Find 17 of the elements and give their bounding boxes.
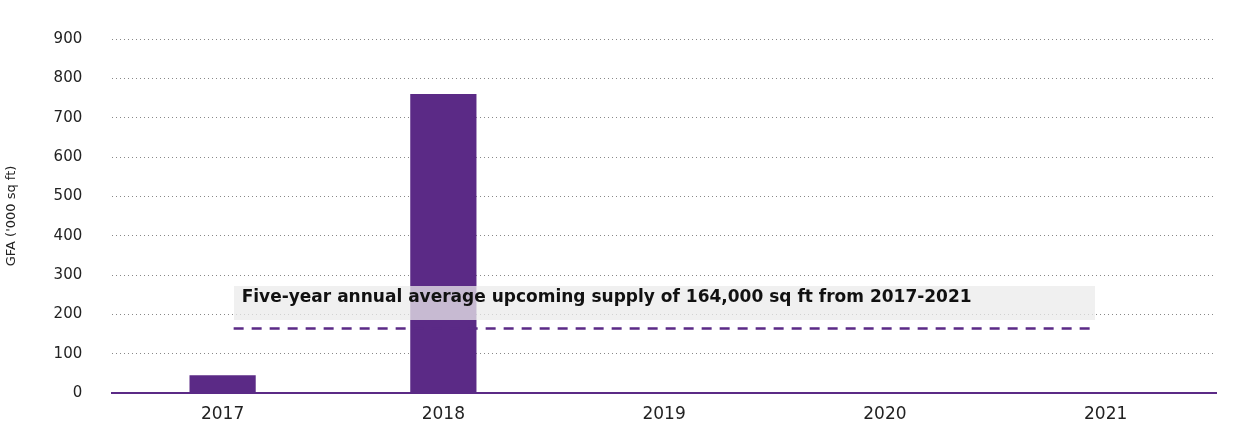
y-tick-label: 100 <box>53 343 83 362</box>
y-axis-title: GFA ('000 sq ft) <box>3 165 19 267</box>
note-box: Five-year annual average upcoming supply of 164,000 sq ft from 2017-2021 <box>233 286 1095 321</box>
y-tick-label: 500 <box>53 186 83 205</box>
x-tick-label: 2021 <box>1083 402 1128 423</box>
x-tick-label: 2018 <box>421 402 465 423</box>
y-tick-label: 400 <box>53 225 83 244</box>
y-tick-label: 200 <box>53 304 83 323</box>
x-tick-label: 2019 <box>642 402 686 423</box>
y-tick-label: 300 <box>53 264 83 283</box>
y-tick-label: 0 <box>72 382 83 401</box>
y-tick-label: 900 <box>53 28 83 47</box>
x-tick-label: 2017 <box>200 402 245 423</box>
y-tick-label: 800 <box>53 68 83 87</box>
x-tick-label: 2020 <box>863 402 907 423</box>
y-tick-label: 700 <box>53 107 83 126</box>
y-tick-label: 600 <box>53 146 83 165</box>
